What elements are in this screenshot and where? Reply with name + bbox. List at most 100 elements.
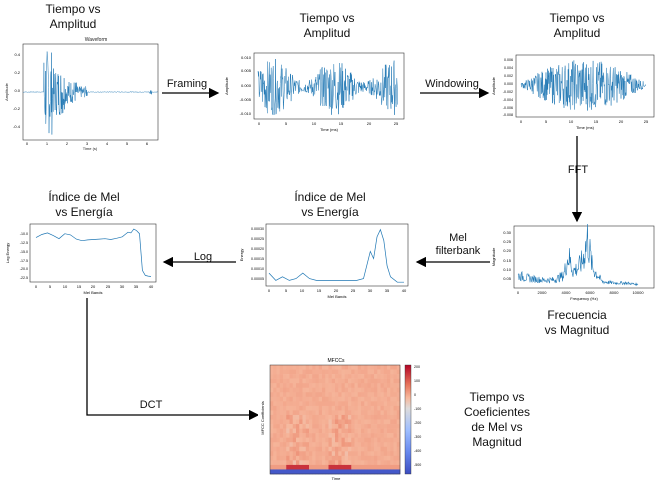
mfcc-cell — [299, 387, 303, 393]
mfcc-cell — [305, 455, 310, 461]
title-framed: Tiempo vs Amplitud — [299, 11, 355, 40]
mfcc-cell — [318, 405, 323, 411]
mfcc-cell — [383, 383, 388, 389]
mfcc-cell — [335, 446, 339, 452]
mfcc-cell — [344, 460, 349, 466]
mfcc-cell — [276, 428, 281, 434]
mfcc-cell — [390, 401, 394, 407]
mfcc-cell — [315, 419, 320, 425]
mfcc-cell — [393, 392, 398, 398]
arrow-dct — [86, 298, 260, 421]
mfcc-cell — [305, 419, 310, 425]
mfcc-cell — [387, 469, 391, 475]
mfcc-cell — [351, 410, 355, 416]
mfcc-cell — [380, 419, 385, 425]
mfcc-cell — [273, 446, 277, 452]
mfcc-cell — [312, 428, 316, 434]
mfcc-cell — [396, 451, 401, 457]
mfcc-cell — [370, 365, 375, 370]
mfcc-cell — [322, 405, 326, 411]
mfcc-cell — [361, 442, 365, 448]
mfcc-cell — [315, 460, 320, 466]
mfcc-cell — [302, 442, 307, 448]
mfcc-cell — [279, 451, 284, 457]
mel-energy-xtick: 20 — [334, 288, 339, 293]
mfcc-cell — [341, 414, 346, 420]
mfcc-cell — [309, 378, 313, 384]
mfcc-cell — [299, 365, 303, 370]
mfcc-cell — [292, 392, 297, 398]
mfcc-cell — [351, 405, 355, 411]
mfcc-cell — [276, 387, 281, 393]
mfcc-cell — [338, 433, 342, 438]
mfcc-plot: MFCCs MFCC Coefficients Time 200 100 0 -… — [258, 356, 432, 482]
mfcc-cell — [302, 419, 307, 425]
mfcc-cell — [309, 405, 313, 411]
mfcc-cell — [354, 378, 359, 384]
mfcc-cell — [328, 451, 333, 457]
mfcc-cell — [354, 446, 359, 452]
mfcc-cell — [374, 374, 378, 379]
mfcc-cell — [383, 469, 388, 475]
mfcc-cell — [357, 451, 362, 457]
mfcc-cell — [370, 424, 375, 429]
mfcc-cell — [309, 387, 313, 393]
mfcc-cell — [292, 365, 297, 370]
mfcc-cell — [302, 469, 307, 475]
mfcc-cell — [318, 428, 323, 434]
mfcc-cell — [279, 446, 284, 452]
mfcc-cell — [309, 365, 313, 370]
mfcc-cbtick: -300 — [414, 435, 421, 439]
mfcc-cell — [351, 419, 355, 425]
mfcc-cell — [387, 464, 391, 470]
mel-energy-yticks: 0.00030 0.00025 0.00020 0.00015 0.00010 … — [251, 227, 264, 281]
mfcc-cell — [331, 401, 336, 407]
mfcc-cell — [374, 401, 378, 407]
mfcc-cell — [357, 387, 362, 393]
mfcc-cell — [380, 383, 385, 389]
mfcc-cell — [364, 433, 368, 438]
mfcc-cell — [296, 428, 300, 434]
mfcc-cell — [361, 433, 365, 438]
mfcc-cell — [341, 451, 346, 457]
mfcc-cell — [383, 428, 388, 434]
framed-xlabel: Time (ms) — [320, 127, 339, 132]
mfcc-cell — [377, 451, 381, 457]
mfcc-cell — [383, 460, 388, 466]
mfcc-cell — [370, 383, 375, 389]
mfcc-cell — [331, 442, 336, 448]
mfcc-cell — [273, 378, 277, 384]
mfcc-cell — [325, 469, 329, 475]
mfcc-cell — [387, 383, 391, 389]
mfcc-cell — [393, 401, 398, 407]
windowed-ytick: -0.004 — [503, 98, 513, 102]
mfcc-cell — [289, 428, 294, 434]
mfcc-cell — [344, 383, 349, 389]
mfcc-cell — [396, 374, 401, 379]
mfcc-cell — [364, 401, 368, 407]
mfcc-cell — [302, 392, 307, 398]
mfcc-cell — [286, 378, 290, 384]
mfcc-cell — [318, 387, 323, 393]
mfcc-cell — [367, 442, 372, 448]
mfcc-cell — [312, 460, 316, 466]
mfcc-cell — [344, 464, 349, 470]
mfcc-cell — [367, 396, 372, 402]
mfcc-cell — [341, 369, 346, 375]
framed-ylabel: Amplitude — [224, 76, 229, 95]
mfcc-cell — [315, 469, 320, 475]
mfcc-cell — [305, 428, 310, 434]
mfcc-cell — [396, 378, 401, 384]
mfcc-cell — [315, 405, 320, 411]
mfcc-cell — [367, 428, 372, 434]
mfcc-cell — [286, 460, 290, 466]
log-energy-frame — [29, 223, 157, 283]
mfcc-cell — [390, 378, 394, 384]
mfcc-cell — [348, 464, 352, 470]
mfcc-cell — [364, 442, 368, 448]
mfcc-cell — [296, 455, 300, 461]
mfcc-cell — [396, 383, 401, 389]
mfcc-cell — [318, 451, 323, 457]
fft-line — [517, 224, 639, 287]
mfcc-cell — [341, 424, 346, 429]
